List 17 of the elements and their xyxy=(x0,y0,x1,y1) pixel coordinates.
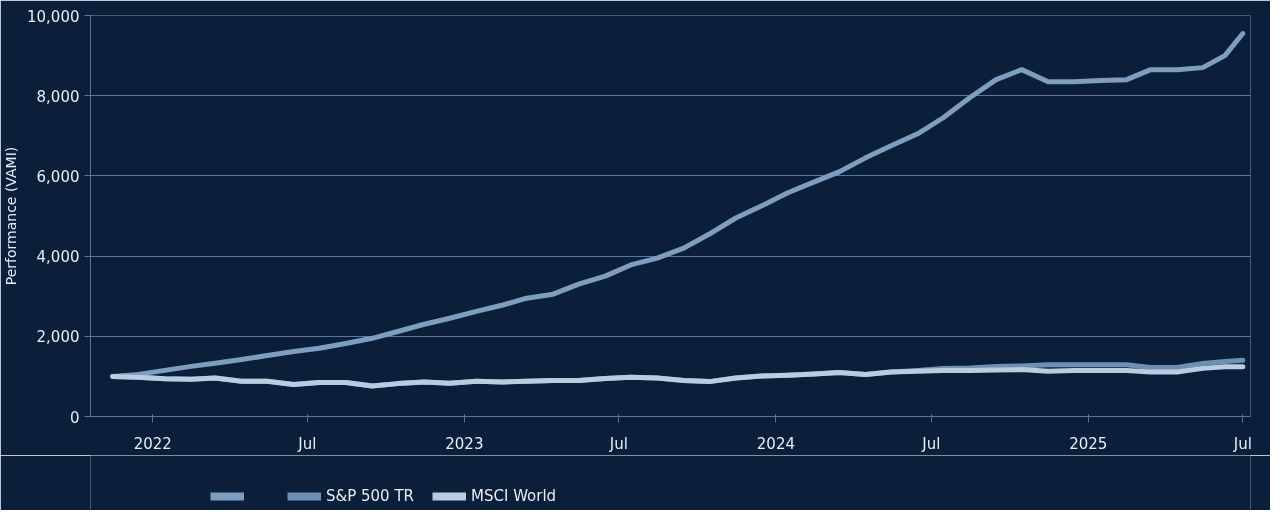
legend-label: S&P 500 TR xyxy=(326,487,415,505)
y-tick-label: 8,000 xyxy=(36,87,80,106)
legend-label: MSCI World xyxy=(471,487,557,505)
y-tick-label: 0 xyxy=(69,408,80,427)
y-tick-label: 6,000 xyxy=(36,167,80,186)
x-tick-label: 2024 xyxy=(756,434,796,453)
x-tick-label: 2025 xyxy=(1069,434,1108,453)
x-tick-label: Jul xyxy=(1232,434,1252,453)
x-tick-label: Jul xyxy=(921,434,941,453)
x-tick-label: Jul xyxy=(608,434,628,453)
y-tick-label: 2,000 xyxy=(36,328,80,347)
x-tick-label: 2022 xyxy=(133,434,172,453)
y-tick-label: 10,000 xyxy=(27,7,80,26)
x-tick-label: 2023 xyxy=(445,434,484,453)
y-tick-label: 4,000 xyxy=(36,248,80,267)
y-axis-title: Performance (VAMI) xyxy=(3,146,20,286)
x-tick-label: Jul xyxy=(297,434,317,453)
